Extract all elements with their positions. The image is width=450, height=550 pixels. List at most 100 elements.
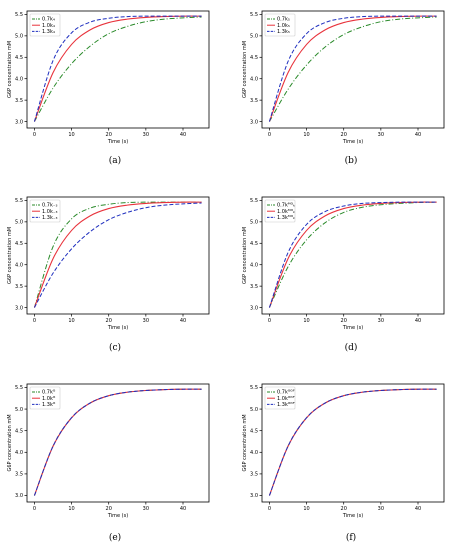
series-line-dashed — [33, 388, 202, 496]
series-line-solid — [33, 201, 202, 308]
legend-label: 1.0k₅ — [277, 23, 290, 29]
x-axis-label: Time (s) — [107, 139, 128, 145]
x-tick-label: 0 — [33, 132, 36, 138]
chart-panel: 0 10 20 30 40 3.0 3.5 4.0 4.5 5.0 5.5 Time (s) G6P c… — [242, 10, 445, 166]
legend — [29, 386, 61, 410]
y-tick-label: 3.5 — [15, 284, 23, 290]
series-line-dashed — [33, 202, 202, 308]
y-axis-label: G6P concentration mM — [7, 41, 13, 98]
x-tick-label: 0 — [268, 506, 271, 512]
x-axis-label: Time (s) — [107, 513, 128, 519]
panel-label: (b) — [345, 155, 358, 166]
series-line-solid — [268, 15, 437, 122]
x-tick-label: 0 — [268, 132, 271, 138]
y-tick-label: 3.0 — [250, 305, 258, 311]
series-line-solid — [33, 15, 202, 122]
plot-frame — [26, 383, 210, 503]
x-axis-label: Time (s) — [342, 325, 363, 331]
y-tick-label: 3.5 — [250, 284, 258, 290]
chart-panel: 0 10 20 30 40 3.0 3.5 4.0 4.5 5.0 5.5 Time (s) G6P c… — [7, 196, 210, 353]
x-tick-label: 10 — [303, 506, 309, 512]
y-tick-label: 5.5 — [250, 385, 258, 391]
y-tick-label: 4.0 — [250, 450, 258, 456]
y-tick-label: 4.0 — [15, 450, 23, 456]
x-tick-label: 30 — [143, 132, 149, 138]
legend-label: 0.7kᴳᴳᴾ — [277, 390, 295, 396]
legend — [29, 199, 61, 223]
y-tick-label: 3.0 — [250, 493, 258, 499]
legend — [264, 386, 296, 410]
x-tick-label: 40 — [415, 132, 421, 138]
plot-frame — [26, 196, 210, 315]
legend-label: 0.7k₄ — [42, 17, 55, 23]
legend-label: 1.3kᴹᴳₖ — [277, 215, 295, 221]
x-tick-label: 10 — [68, 506, 74, 512]
y-tick-label: 3.5 — [250, 472, 258, 478]
legend-label: 1.3k₋₃ — [42, 215, 58, 221]
series-line-dashed — [268, 201, 437, 308]
y-tick-label: 5.0 — [250, 34, 258, 40]
y-tick-label: 4.0 — [250, 76, 258, 82]
legend-label: 1.3k₄ — [42, 29, 55, 35]
series-line-dashed — [268, 388, 437, 496]
y-tick-label: 5.0 — [15, 407, 23, 413]
y-tick-label: 3.5 — [250, 98, 258, 104]
legend — [264, 13, 296, 37]
x-tick-label: 10 — [303, 318, 309, 324]
series-line-dashdot — [268, 16, 437, 122]
legend — [264, 199, 296, 223]
x-tick-label: 10 — [68, 318, 74, 324]
panel-label: (e) — [109, 532, 121, 543]
legend-label: 1.0k₄ — [42, 23, 55, 29]
legend-label: 1.0kᴹᴳₖ — [277, 209, 295, 215]
legend-label: 1.3k₅ — [277, 29, 290, 35]
y-tick-label: 5.0 — [250, 407, 258, 413]
panel-label: (c) — [109, 342, 121, 353]
y-tick-label: 4.5 — [15, 241, 23, 247]
y-tick-label: 4.0 — [15, 76, 23, 82]
x-tick-label: 0 — [33, 506, 36, 512]
legend-label: 1.0kᴳᴳᴾ — [277, 396, 295, 402]
series-line-dashdot — [268, 201, 437, 308]
y-tick-label: 5.5 — [15, 198, 23, 204]
y-tick-label: 3.0 — [15, 305, 23, 311]
y-tick-label: 5.5 — [15, 385, 23, 391]
y-axis-label: G6P concentration mM — [242, 41, 248, 98]
legend-label: 1.0k₋₃ — [42, 209, 58, 215]
x-tick-label: 40 — [415, 318, 421, 324]
plot-frame — [261, 383, 445, 503]
x-axis-label: Time (s) — [107, 325, 128, 331]
x-tick-label: 30 — [378, 506, 384, 512]
y-tick-label: 5.0 — [250, 220, 258, 226]
y-tick-label: 5.0 — [15, 220, 23, 226]
x-tick-label: 10 — [68, 132, 74, 138]
series-line-dashed — [268, 15, 437, 122]
legend — [29, 13, 61, 37]
y-axis-label: G6P concentration mM — [7, 414, 13, 471]
x-tick-label: 0 — [33, 318, 36, 324]
x-tick-label: 40 — [415, 506, 421, 512]
y-tick-label: 4.5 — [15, 428, 23, 434]
x-tick-label: 40 — [180, 318, 186, 324]
x-tick-label: 20 — [106, 506, 112, 512]
legend-label: 1.3kᴳᴳᴾ — [277, 402, 295, 408]
y-tick-label: 3.5 — [15, 472, 23, 478]
x-tick-label: 30 — [143, 506, 149, 512]
legend-label: 0.7k₋₃ — [42, 203, 58, 209]
y-tick-label: 4.0 — [250, 262, 258, 268]
series-line-dashdot — [33, 16, 202, 122]
x-tick-label: 20 — [341, 506, 347, 512]
y-tick-label: 5.5 — [15, 12, 23, 18]
legend-label: 1.0kᴳ — [42, 396, 56, 402]
x-tick-label: 30 — [378, 318, 384, 324]
legend-label: 1.3kᴳ — [42, 402, 56, 408]
y-tick-label: 4.5 — [250, 241, 258, 247]
y-tick-label: 4.5 — [15, 55, 23, 61]
y-tick-label: 4.5 — [250, 55, 258, 61]
chart-panel: 0 10 20 30 40 3.0 3.5 4.0 4.5 5.0 5.5 Time (s) G6P c… — [242, 383, 445, 543]
y-tick-label: 3.0 — [250, 119, 258, 125]
x-tick-label: 20 — [106, 132, 112, 138]
legend-label: 0.7kᴹᴳₖ — [277, 203, 295, 209]
x-tick-label: 30 — [143, 318, 149, 324]
